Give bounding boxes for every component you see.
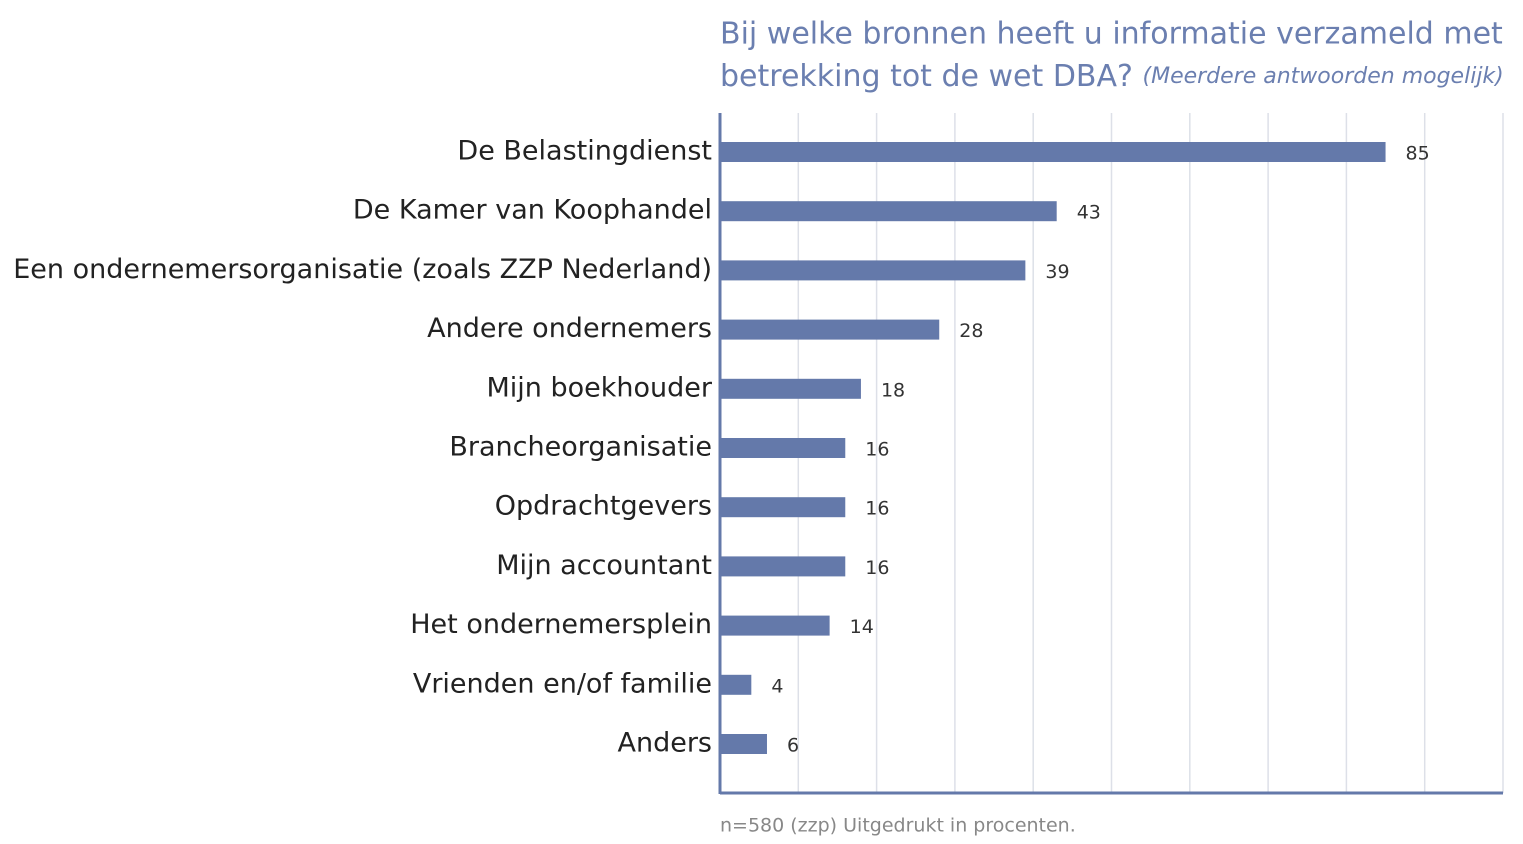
y-tick-label: Mijn accountant bbox=[496, 550, 712, 581]
bar bbox=[720, 378, 861, 399]
bar bbox=[720, 615, 830, 636]
bar bbox=[720, 142, 1386, 162]
value-label: 28 bbox=[959, 320, 983, 342]
chart-subtitle: (Meerdere antwoorden mogelijk) bbox=[1143, 64, 1504, 89]
chart-title-line: betrekking tot de wet DBA? (Meerdere ant… bbox=[720, 59, 1504, 94]
value-label: 16 bbox=[865, 557, 889, 579]
y-tick-label: Mijn boekhouder bbox=[487, 372, 713, 403]
y-tick-label: Anders bbox=[618, 728, 713, 759]
chart-note: n=580 (zzp) Uitgedrukt in procenten. bbox=[720, 815, 1076, 837]
value-label: 39 bbox=[1045, 261, 1069, 283]
y-tick-label: De Belastingdienst bbox=[457, 136, 712, 167]
value-label: 14 bbox=[850, 616, 874, 638]
value-label: 16 bbox=[865, 498, 889, 520]
value-label: 43 bbox=[1077, 202, 1101, 224]
value-label: 18 bbox=[881, 379, 905, 401]
bar bbox=[720, 319, 940, 340]
chart-title: Bij welke bronnen heeft u informatie ver… bbox=[720, 17, 1503, 52]
value-label: 16 bbox=[865, 439, 889, 461]
bar bbox=[720, 674, 752, 695]
y-tick-label: Een ondernemersorganisatie (zoals ZZP Ne… bbox=[13, 254, 712, 285]
y-tick-label: Opdrachtgevers bbox=[495, 491, 712, 522]
y-tick-label: Het ondernemersplein bbox=[410, 609, 712, 640]
y-tick-label: Andere ondernemers bbox=[427, 313, 712, 344]
y-tick-label: Brancheorganisatie bbox=[449, 432, 712, 463]
bar bbox=[720, 497, 846, 518]
chart-title: betrekking tot de wet DBA? bbox=[720, 59, 1133, 94]
bar bbox=[720, 438, 846, 458]
bar bbox=[720, 260, 1026, 281]
y-tick-label: Vrienden en/of familie bbox=[413, 668, 712, 699]
bar bbox=[720, 201, 1057, 222]
y-tick-label: De Kamer van Koophandel bbox=[353, 195, 712, 226]
value-label: 6 bbox=[787, 735, 799, 757]
bar bbox=[720, 556, 846, 577]
bar bbox=[720, 734, 767, 754]
value-label: 85 bbox=[1406, 143, 1430, 165]
value-label: 4 bbox=[771, 675, 783, 697]
